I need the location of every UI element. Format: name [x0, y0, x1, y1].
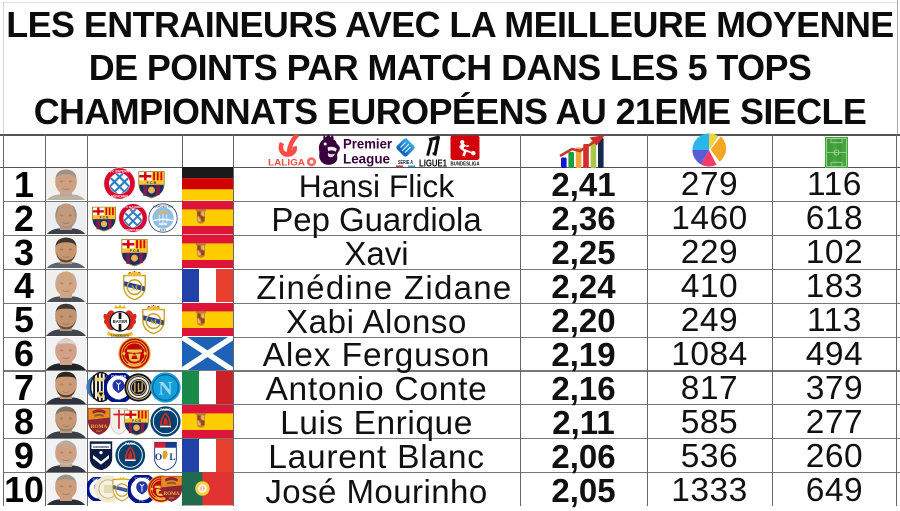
- svg-text:FC BAYERN: FC BAYERN: [110, 170, 130, 174]
- svg-text:N: N: [159, 378, 173, 399]
- svg-text:ROMA: ROMA: [163, 492, 179, 498]
- svg-text:FC BAYERN: FC BAYERN: [124, 205, 141, 209]
- svg-text:League: League: [343, 151, 390, 166]
- svg-text:BUNDESLIGA: BUNDESLIGA: [451, 161, 480, 166]
- svg-text:F C B: F C B: [99, 215, 108, 219]
- svg-text:ROMA: ROMA: [90, 424, 107, 430]
- svg-text:F C B: F C B: [146, 181, 156, 185]
- svg-text:SERIE A: SERIE A: [398, 160, 413, 166]
- svg-text:F C B: F C B: [130, 249, 140, 253]
- svg-text:PARIS: PARIS: [160, 408, 171, 412]
- svg-text:F.C.: F.C.: [139, 498, 145, 502]
- svg-text:MÜNCHEN: MÜNCHEN: [125, 227, 140, 232]
- svg-text:Leverkusen: Leverkusen: [111, 333, 129, 337]
- svg-text:LIGUE1: LIGUE1: [419, 158, 447, 167]
- svg-text:1927: 1927: [96, 429, 102, 433]
- svg-text:M: M: [150, 317, 157, 326]
- svg-text:PARIS: PARIS: [125, 442, 136, 446]
- svg-text:MANCHESTER: MANCHESTER: [152, 204, 172, 208]
- svg-text:Premier: Premier: [343, 136, 393, 151]
- svg-text:LALIGA: LALIGA: [268, 158, 305, 167]
- svg-text:BAYER: BAYER: [113, 319, 129, 324]
- svg-text:CITY: CITY: [159, 228, 166, 232]
- svg-text:MÜNCHEN: MÜNCHEN: [111, 195, 128, 199]
- svg-text:GIRONDINS: GIRONDINS: [92, 445, 108, 449]
- svg-text:L: L: [169, 453, 175, 463]
- svg-text:CHELSEA: CHELSEA: [135, 476, 150, 480]
- svg-text:1927: 1927: [169, 496, 175, 500]
- svg-text:F.C.: F.C.: [115, 397, 121, 401]
- svg-text:M: M: [131, 284, 138, 293]
- svg-text:O: O: [154, 453, 161, 463]
- svg-text:CHELSEA: CHELSEA: [110, 374, 126, 378]
- svg-text:F C B: F C B: [131, 419, 141, 423]
